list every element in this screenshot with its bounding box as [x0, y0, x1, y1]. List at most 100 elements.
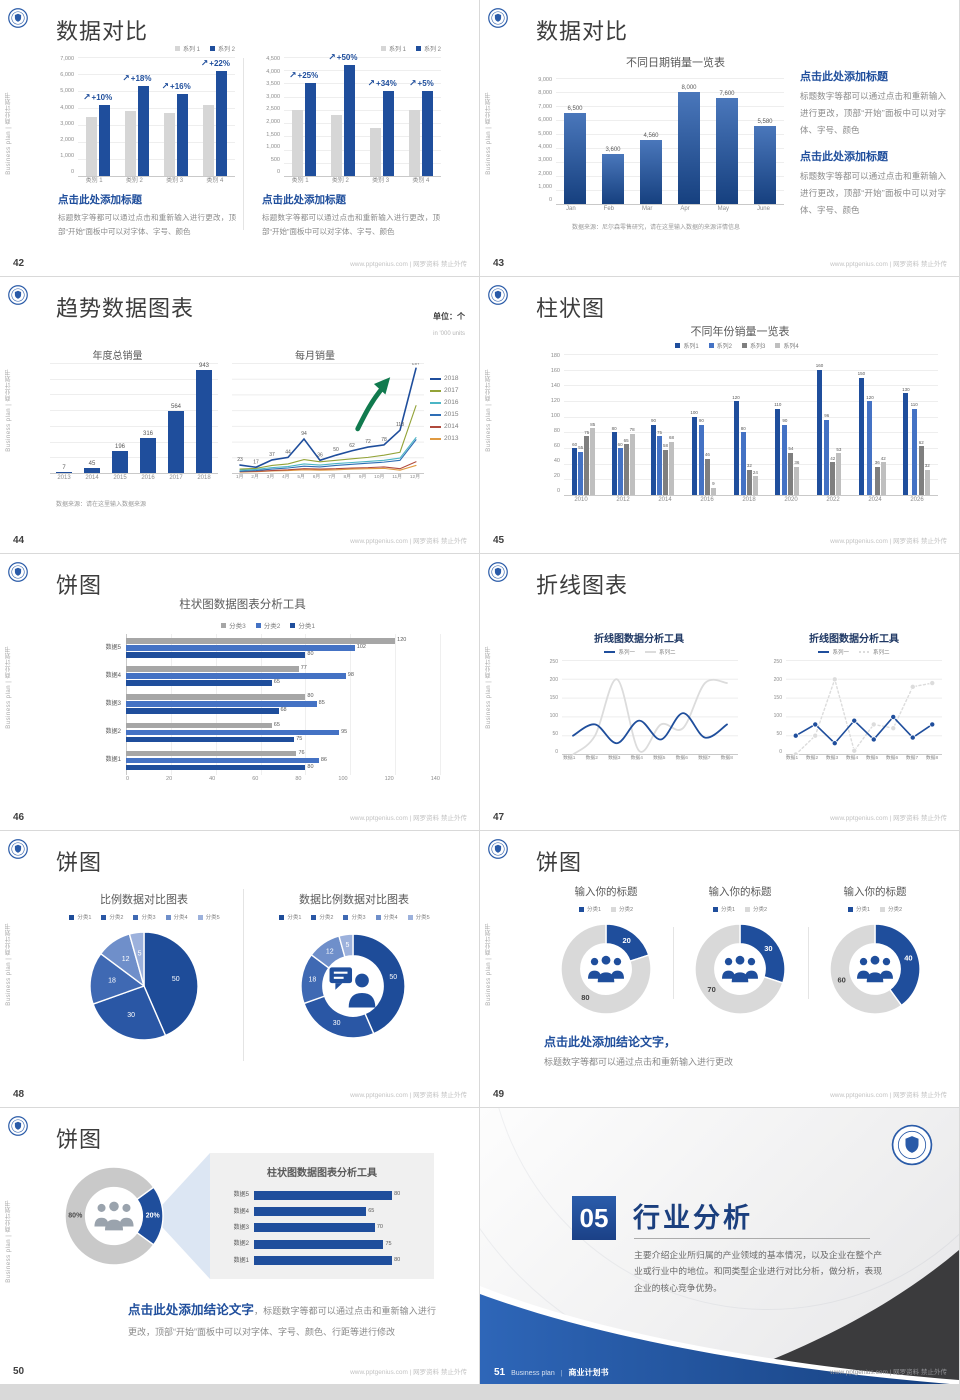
sidebar-vertical-text: Business plan | 商业计划书	[6, 92, 12, 175]
chart-title: 折线图数据分析工具	[809, 634, 899, 645]
page-number: 50	[13, 1366, 25, 1377]
slide-51-preview[interactable]: 05 行业分析 主要介绍企业所归属的产业领域的基本情况，以及企业在整个产业或行业…	[480, 1108, 959, 1384]
slide-footer: www.pptgenius.com | 网罗资料 禁止外传	[350, 1369, 467, 1376]
slide-48-preview[interactable]: Business plan | 商业计划书 饼图 比例数据对比图表 数据比例数据…	[0, 831, 479, 1107]
sidebar-vertical-text: Business plan | 商业计划书	[486, 646, 492, 729]
svg-text:23: 23	[237, 457, 243, 463]
svg-text:80%: 80%	[68, 1213, 83, 1220]
page-number: 42	[13, 258, 25, 269]
svg-text:94: 94	[301, 431, 307, 437]
grouped-bar-chart: 系列 1 系列 2 7,000 6,000 5,000 4,000 3,000 2,000 1,…	[60, 46, 235, 184]
divider	[808, 927, 809, 999]
sidebar-vertical-text: Business plan | 商业计划书	[486, 923, 492, 1006]
block-heading: 点击此处添加标题	[800, 71, 888, 83]
unit-sublabel: in '000 units	[433, 331, 465, 337]
svg-text:60: 60	[837, 975, 845, 984]
university-logo-icon	[8, 8, 28, 28]
slide-footer: www.pptgenius.com | 网罗资料 禁止外传	[350, 815, 467, 822]
svg-text:30: 30	[333, 1020, 341, 1027]
university-logo-icon	[8, 285, 28, 305]
sidebar-vertical-text: Business plan | 商业计划书	[486, 92, 492, 175]
chart-legend: 分类1 分类2	[815, 905, 935, 917]
chart-legend: 分类1 分类2	[546, 905, 666, 917]
block-heading: 点击此处添加标题	[58, 194, 142, 206]
unit-label: 单位：个	[433, 312, 465, 321]
grouped-bar-chart: 系列1 系列2 系列3 系列4 180 160 140 120 100 80 60 40 20 0 60 55…	[536, 341, 938, 503]
slide-footer: www.pptgenius.com | 网罗资料 禁止外传	[830, 1092, 947, 1099]
slide-44-preview[interactable]: Business plan | 商业计划书 趋势数据图表 单位：个 in '00…	[0, 277, 479, 553]
chart-title: 输入你的标题	[843, 886, 907, 898]
chart-title: 输入你的标题	[708, 886, 772, 898]
svg-text:50: 50	[333, 447, 339, 453]
slide-43-preview[interactable]: Business plan | 商业计划书 数据对比 不同日期销量一览表 9,0…	[480, 0, 959, 276]
conclusion-heading: 点击此处添加结论文字	[128, 1303, 255, 1317]
chart-title: 折线图数据分析工具	[594, 634, 684, 645]
svg-text:70: 70	[707, 985, 715, 994]
pie-chart: 50 30 18 12 5	[89, 931, 199, 1041]
growth-arrow-icon	[352, 375, 394, 433]
block-body: 标题数字等都可以通过点击和重新输入进行更改，顶部“开始”面板中可以对字体、字号、…	[800, 91, 946, 135]
svg-text:17: 17	[253, 459, 259, 465]
background-swoosh	[480, 1250, 959, 1384]
line-chart: 系列一 系列二 250 200 150 100 50 0 数据1 数据2 数据3 数据4 数据5 数据6 数…	[549, 650, 738, 762]
donut-chart: 50 30 18 12 5	[300, 933, 406, 1039]
chart-title: 比例数据对比图表	[100, 894, 188, 906]
svg-text:5: 5	[138, 950, 142, 957]
svg-text:18: 18	[308, 976, 316, 983]
page-number: 49	[493, 1089, 505, 1100]
donut-chart: 30 70	[694, 923, 786, 1015]
page-number: 47	[493, 812, 505, 823]
slide-49-preview[interactable]: Business plan | 商业计划书 饼图 输入你的标题 输入你的标题 输…	[480, 831, 959, 1107]
svg-text:287: 287	[412, 363, 421, 366]
page-number: 51	[494, 1367, 506, 1378]
slide-title: 柱状图	[536, 296, 606, 321]
chart-title: 不同年份销量一览表	[690, 326, 790, 338]
sidebar-vertical-text: Business plan | 商业计划书	[6, 923, 12, 1006]
slide-title: 折线图表	[536, 573, 629, 598]
slide-footer: www.pptgenius.com | 网罗资料 禁止外传	[830, 261, 947, 268]
data-source-caption: 数据来源：请在这里输入数据来源	[56, 502, 147, 508]
sidebar-vertical-text: Business plan | 商业计划书	[6, 369, 12, 452]
slide-title: 饼图	[56, 1127, 103, 1152]
data-source-caption: 数据来源：尼尔森零售研究，请在这里输入数据的来源详情信息	[572, 225, 741, 231]
slide-46-preview[interactable]: Business plan | 商业计划书 饼图 柱状图数据图表分析工具 分类3…	[0, 554, 479, 830]
conclusion-body: ，标题数字等都可以通过点击和重新输入进行更改，顶部“开始”面板中可以对字体、字号…	[128, 1306, 436, 1337]
section-number: 05	[572, 1196, 616, 1240]
conclusion-heading: 点击此处添加结论文字，	[544, 1035, 677, 1049]
svg-text:5: 5	[345, 942, 349, 949]
svg-text:72: 72	[365, 439, 371, 445]
chart-legend: 分类1 分类2 分类3 分类4 分类5	[52, 913, 237, 925]
bar-chart: 9,000 8,000 7,000 6,000 5,000 4,000 3,000 2,000…	[528, 77, 784, 212]
svg-text:30: 30	[764, 944, 772, 953]
slide-footer: www.pptgenius.com | 网罗资料 禁止外传	[830, 815, 947, 822]
page-number: 45	[493, 535, 505, 546]
slide-title: 饼图	[536, 850, 583, 875]
university-logo-icon	[8, 1116, 28, 1136]
slide-footer: www.pptgenius.com | 网罗资料 禁止外传	[350, 538, 467, 545]
slide-45-preview[interactable]: Business plan | 商业计划书 柱状图 不同年份销量一览表 系列1 系…	[480, 277, 959, 553]
slide-footer: www.pptgenius.com | 网罗资料 禁止外传	[350, 261, 467, 268]
block-body: 标题数字等都可以通过点击和重新输入进行更改，顶部“开始”面板中可以对字体、字号、…	[800, 171, 946, 215]
slide-title: 数据对比	[56, 19, 149, 44]
chart-title: 输入你的标题	[574, 886, 638, 898]
slide-42-preview[interactable]: Business plan | 商业计划书 数据对比 系列 1 系列 2 7,000…	[0, 0, 479, 276]
svg-text:18: 18	[108, 978, 116, 985]
funnel-connector	[152, 1153, 210, 1279]
divider	[673, 927, 674, 999]
svg-text:12: 12	[326, 949, 334, 956]
line-chart: 系列一 系列二 250 200 150 100 50 0 数据1 数据2 数据3 数据4 数据5 数据6 数…	[773, 650, 942, 762]
donut-chart: 40 60	[829, 923, 921, 1015]
block-body: 标题数字等都可以通过点击和重新输入进行更改，顶部“开始”面板中可以对字体、字号、…	[262, 213, 440, 236]
university-logo-icon	[488, 562, 508, 582]
svg-text:37: 37	[269, 452, 275, 458]
divider	[243, 889, 244, 1061]
horizontal-bar-chart: 数据5 80 数据4 65 数据3 70 数据2 75 数据1 80	[233, 1190, 401, 1266]
slide-50-preview[interactable]: Business plan | 商业计划书 饼图 20% 80% 柱状图数据图表分…	[0, 1108, 479, 1384]
slide-title: 饼图	[56, 573, 103, 598]
slide-47-preview[interactable]: Business plan | 商业计划书 折线图表 折线图数据分析工具 折线图…	[480, 554, 959, 830]
chart-legend: 2018 2017 2016 2015 2014 2013	[430, 375, 458, 446]
svg-text:20%: 20%	[146, 1213, 161, 1220]
page-number: 44	[13, 535, 25, 546]
university-logo-icon	[8, 562, 28, 582]
university-logo-icon	[488, 8, 508, 28]
